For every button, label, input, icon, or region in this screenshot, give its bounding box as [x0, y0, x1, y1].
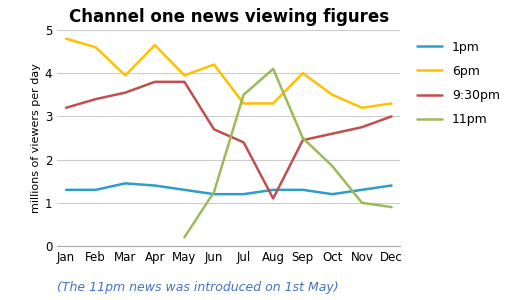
- 1pm: [388, 184, 395, 187]
- 6pm: [359, 106, 365, 110]
- 6pm: [270, 102, 276, 105]
- 1pm: [240, 192, 246, 196]
- Title: Channel one news viewing figures: Channel one news viewing figures: [69, 8, 389, 26]
- 6pm: [388, 102, 395, 105]
- 6pm: [329, 93, 335, 97]
- 6pm: [93, 46, 99, 49]
- 1pm: [181, 188, 188, 192]
- Y-axis label: millions of viewers per day: millions of viewers per day: [31, 63, 41, 213]
- 6pm: [181, 74, 188, 77]
- 11pm: [240, 93, 246, 97]
- Line: 9:30pm: 9:30pm: [66, 82, 392, 199]
- 9:30pm: [300, 138, 306, 142]
- Text: (The 11pm news was introduced on 1st May): (The 11pm news was introduced on 1st May…: [57, 281, 339, 294]
- 6pm: [240, 102, 246, 105]
- 9:30pm: [93, 97, 99, 101]
- 11pm: [359, 201, 365, 205]
- 6pm: [211, 63, 217, 66]
- 1pm: [122, 182, 128, 185]
- Line: 6pm: 6pm: [66, 39, 392, 108]
- Legend: 1pm, 6pm, 9:30pm, 11pm: 1pm, 6pm, 9:30pm, 11pm: [417, 40, 500, 126]
- 11pm: [270, 67, 276, 71]
- 9:30pm: [181, 80, 188, 84]
- 1pm: [211, 192, 217, 196]
- 6pm: [63, 37, 69, 40]
- 9:30pm: [63, 106, 69, 110]
- 1pm: [300, 188, 306, 192]
- 11pm: [388, 205, 395, 209]
- 9:30pm: [270, 197, 276, 200]
- 1pm: [63, 188, 69, 192]
- 11pm: [211, 190, 217, 194]
- 1pm: [93, 188, 99, 192]
- 1pm: [329, 192, 335, 196]
- 6pm: [122, 74, 128, 77]
- 9:30pm: [359, 125, 365, 129]
- 11pm: [329, 164, 335, 168]
- 9:30pm: [388, 115, 395, 118]
- Line: 1pm: 1pm: [66, 183, 392, 194]
- 9:30pm: [211, 128, 217, 131]
- 9:30pm: [122, 91, 128, 94]
- 9:30pm: [152, 80, 158, 84]
- 9:30pm: [240, 140, 246, 144]
- 11pm: [181, 236, 188, 239]
- 1pm: [359, 188, 365, 192]
- 6pm: [300, 71, 306, 75]
- Line: 11pm: 11pm: [185, 69, 392, 237]
- 1pm: [270, 188, 276, 192]
- 11pm: [300, 136, 306, 140]
- 1pm: [152, 184, 158, 187]
- 6pm: [152, 43, 158, 47]
- 9:30pm: [329, 132, 335, 136]
